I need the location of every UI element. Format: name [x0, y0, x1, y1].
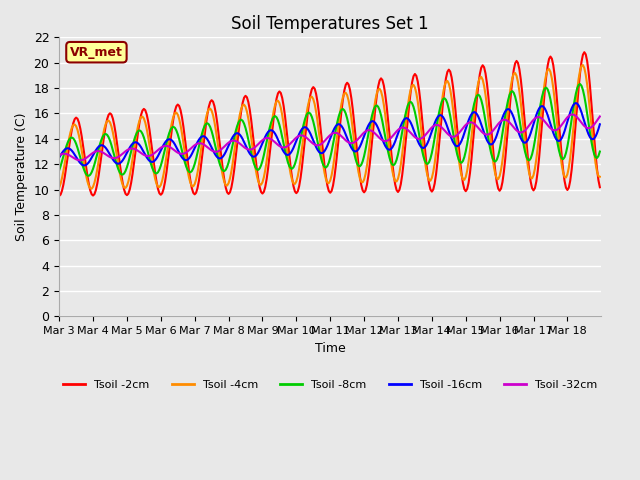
Tsoil -32cm — [92, 148, 100, 154]
Tsoil -8cm — [74, 145, 81, 151]
Tsoil -4cm — [335, 120, 342, 126]
Tsoil -32cm — [77, 157, 84, 163]
Line: Tsoil -2cm: Tsoil -2cm — [59, 52, 600, 196]
Tsoil -2cm — [596, 184, 604, 190]
Tsoil -2cm — [333, 150, 341, 156]
Tsoil -32cm — [335, 131, 342, 137]
Tsoil -16cm — [81, 163, 88, 168]
Line: Tsoil -8cm: Tsoil -8cm — [59, 84, 600, 176]
Tsoil -2cm — [74, 116, 81, 121]
X-axis label: Time: Time — [315, 342, 346, 355]
Tsoil -4cm — [92, 174, 100, 180]
Tsoil -4cm — [595, 173, 602, 179]
Tsoil -32cm — [55, 153, 63, 158]
Tsoil -32cm — [442, 129, 450, 135]
Tsoil -16cm — [523, 139, 531, 145]
Tsoil -4cm — [523, 153, 531, 159]
Tsoil -8cm — [595, 153, 602, 159]
Line: Tsoil -16cm: Tsoil -16cm — [59, 103, 600, 166]
Tsoil -4cm — [74, 127, 81, 133]
Tsoil -16cm — [572, 100, 580, 106]
Tsoil -32cm — [568, 112, 575, 118]
Line: Tsoil -32cm: Tsoil -32cm — [59, 115, 600, 160]
Tsoil -8cm — [576, 81, 584, 87]
Line: Tsoil -4cm: Tsoil -4cm — [59, 65, 600, 189]
Title: Soil Temperatures Set 1: Soil Temperatures Set 1 — [232, 15, 429, 33]
Tsoil -4cm — [88, 186, 95, 192]
Legend: Tsoil -2cm, Tsoil -4cm, Tsoil -8cm, Tsoil -16cm, Tsoil -32cm: Tsoil -2cm, Tsoil -4cm, Tsoil -8cm, Tsoi… — [58, 376, 602, 395]
Tsoil -4cm — [442, 79, 450, 84]
Tsoil -32cm — [596, 114, 604, 120]
Tsoil -4cm — [579, 62, 587, 68]
Tsoil -4cm — [596, 174, 604, 180]
Tsoil -16cm — [442, 120, 450, 126]
Tsoil -8cm — [55, 168, 63, 173]
Tsoil -16cm — [74, 156, 81, 162]
Tsoil -16cm — [335, 121, 342, 127]
Tsoil -8cm — [92, 156, 100, 162]
Tsoil -8cm — [85, 173, 93, 179]
Tsoil -16cm — [595, 126, 602, 132]
Tsoil -16cm — [92, 147, 100, 153]
Tsoil -2cm — [593, 167, 601, 172]
Tsoil -4cm — [55, 185, 63, 191]
Tsoil -16cm — [596, 121, 604, 127]
Tsoil -2cm — [580, 49, 588, 55]
Tsoil -2cm — [521, 122, 529, 128]
Tsoil -32cm — [74, 157, 81, 163]
Tsoil -32cm — [523, 126, 531, 132]
Tsoil -8cm — [442, 97, 450, 103]
Tsoil -8cm — [523, 154, 531, 160]
Tsoil -16cm — [55, 155, 63, 160]
Text: VR_met: VR_met — [70, 46, 123, 59]
Tsoil -32cm — [595, 116, 602, 121]
Tsoil -2cm — [91, 191, 99, 197]
Tsoil -8cm — [335, 114, 342, 120]
Tsoil -2cm — [55, 193, 63, 199]
Tsoil -8cm — [596, 149, 604, 155]
Y-axis label: Soil Temperature (C): Soil Temperature (C) — [15, 113, 28, 241]
Tsoil -2cm — [441, 85, 449, 91]
